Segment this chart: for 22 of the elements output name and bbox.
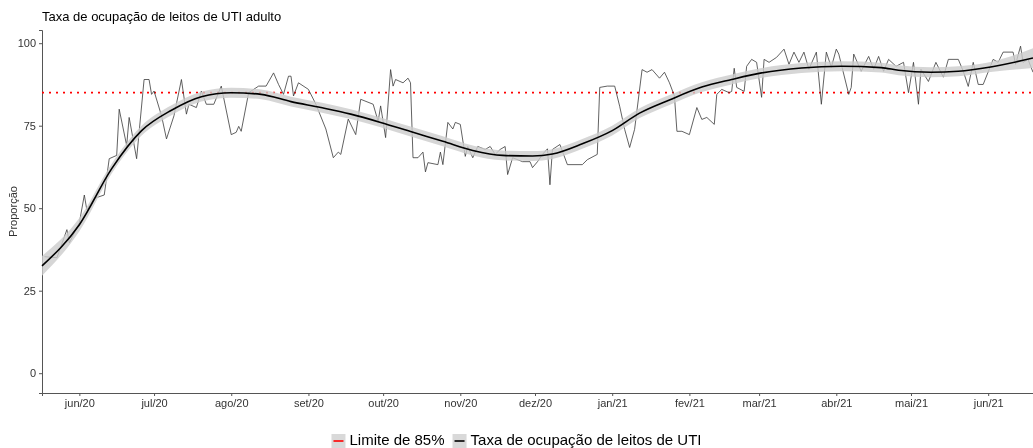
x-tick-label: dez/20	[518, 396, 553, 409]
legend-label: Taxa de ocupação de leitos de UTI	[470, 431, 702, 448]
x-tick-label: jul/20	[140, 396, 168, 409]
legend-label: Limite de 85%	[349, 431, 445, 448]
x-tick-label: out/20	[368, 396, 399, 409]
y-tick-label: 25	[23, 284, 36, 297]
y-tick-label: 100	[17, 37, 36, 50]
x-tick-label: ago/20	[214, 396, 249, 409]
x-tick-label: abr/21	[821, 396, 853, 409]
y-tick-label: 75	[23, 119, 36, 132]
x-tick-label: fev/21	[674, 396, 705, 409]
x-tick-label: jun/21	[972, 396, 1004, 409]
x-tick-label: jan/21	[596, 396, 628, 409]
y-axis-title: Proporção	[7, 186, 19, 237]
y-tick-label: 0	[29, 367, 36, 380]
x-tick-label: set/20	[293, 396, 324, 409]
y-tick-label: 50	[23, 202, 36, 215]
chart-title: Taxa de ocupação de leitos de UTI adulto	[42, 9, 282, 24]
x-tick-label: jun/20	[63, 396, 95, 409]
x-tick-label: mai/21	[894, 396, 929, 409]
x-tick-label: mar/21	[742, 396, 777, 409]
x-tick-label: nov/20	[444, 396, 478, 409]
